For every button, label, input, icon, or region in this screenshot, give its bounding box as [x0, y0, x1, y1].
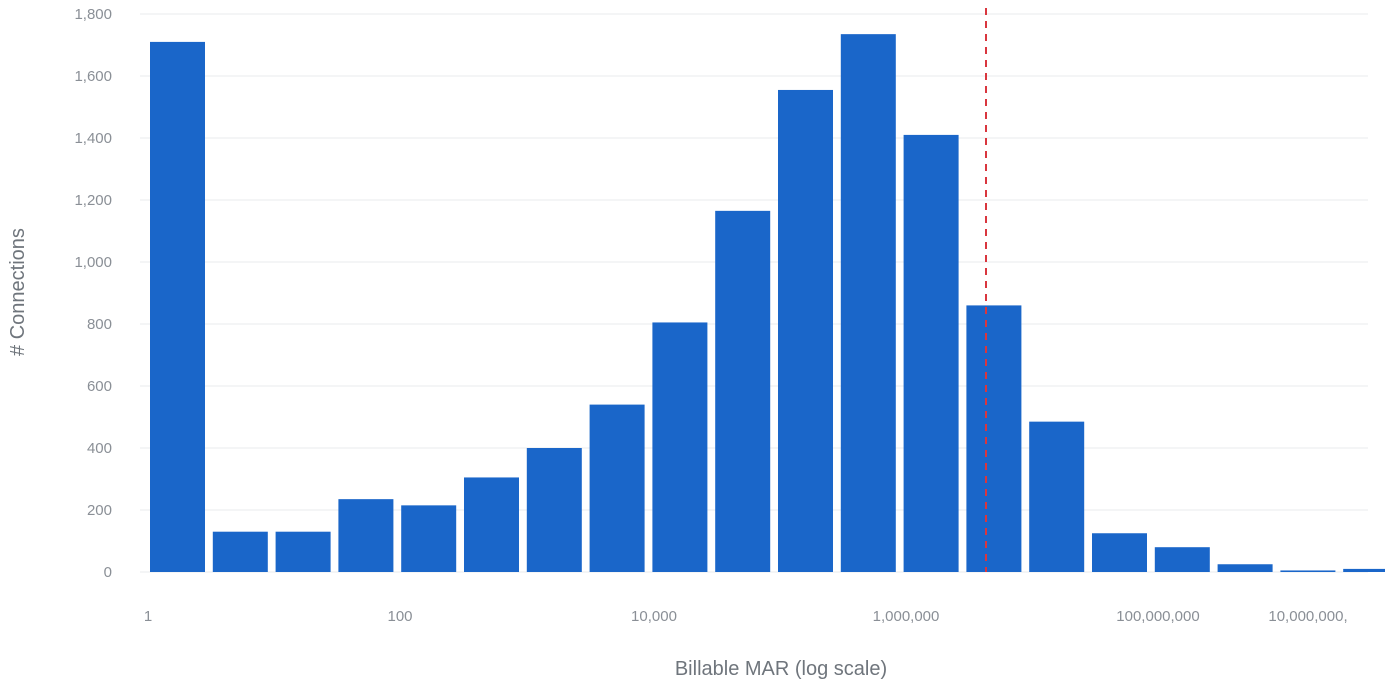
bar [338, 499, 394, 572]
x-axis-ticks: 1 100 10,000 1,000,000 100,000,000 10,000,000… [144, 608, 1348, 625]
bar [589, 404, 645, 572]
bar [212, 531, 268, 572]
y-tick-label: 1,000 [74, 254, 112, 271]
y-axis-ticks: 0 200 400 600 800 1,000 1,200 1,400 1,600 1,800 [74, 6, 112, 581]
y-tick-label: 1,200 [74, 192, 112, 209]
bar [526, 448, 582, 572]
bar [275, 531, 331, 572]
x-tick-label: 1 [144, 608, 152, 625]
x-axis-title: Billable MAR (log scale) [675, 658, 887, 680]
x-tick-label: 1,000,000 [873, 608, 940, 625]
bar [150, 41, 205, 572]
y-tick-label: 800 [87, 316, 112, 333]
bar [1154, 547, 1210, 572]
x-tick-label: 100,000,000 [1116, 608, 1199, 625]
bar [1217, 564, 1273, 572]
x-tick-label: 10,000 [631, 608, 677, 625]
bar [840, 34, 896, 572]
bar [903, 134, 959, 572]
x-tick-label: 10,000,000, [1268, 608, 1347, 625]
y-tick-label: 200 [87, 502, 112, 519]
y-tick-label: 600 [87, 378, 112, 395]
y-tick-label: 0 [104, 564, 112, 581]
bar [1092, 533, 1147, 572]
bar [966, 305, 1022, 572]
bar [1343, 568, 1385, 572]
bar [715, 210, 771, 572]
bar [401, 505, 457, 572]
y-tick-label: 1,400 [74, 130, 112, 147]
bar [1280, 570, 1336, 572]
bar [464, 477, 519, 572]
x-tick-label: 100 [387, 608, 412, 625]
y-tick-label: 1,800 [74, 6, 112, 23]
bar [778, 89, 833, 572]
bar [1029, 421, 1085, 572]
y-axis-title: # Connections [7, 228, 29, 356]
bars [150, 34, 1385, 572]
bar [652, 322, 708, 572]
y-tick-label: 400 [87, 440, 112, 457]
y-tick-label: 1,600 [74, 68, 112, 85]
